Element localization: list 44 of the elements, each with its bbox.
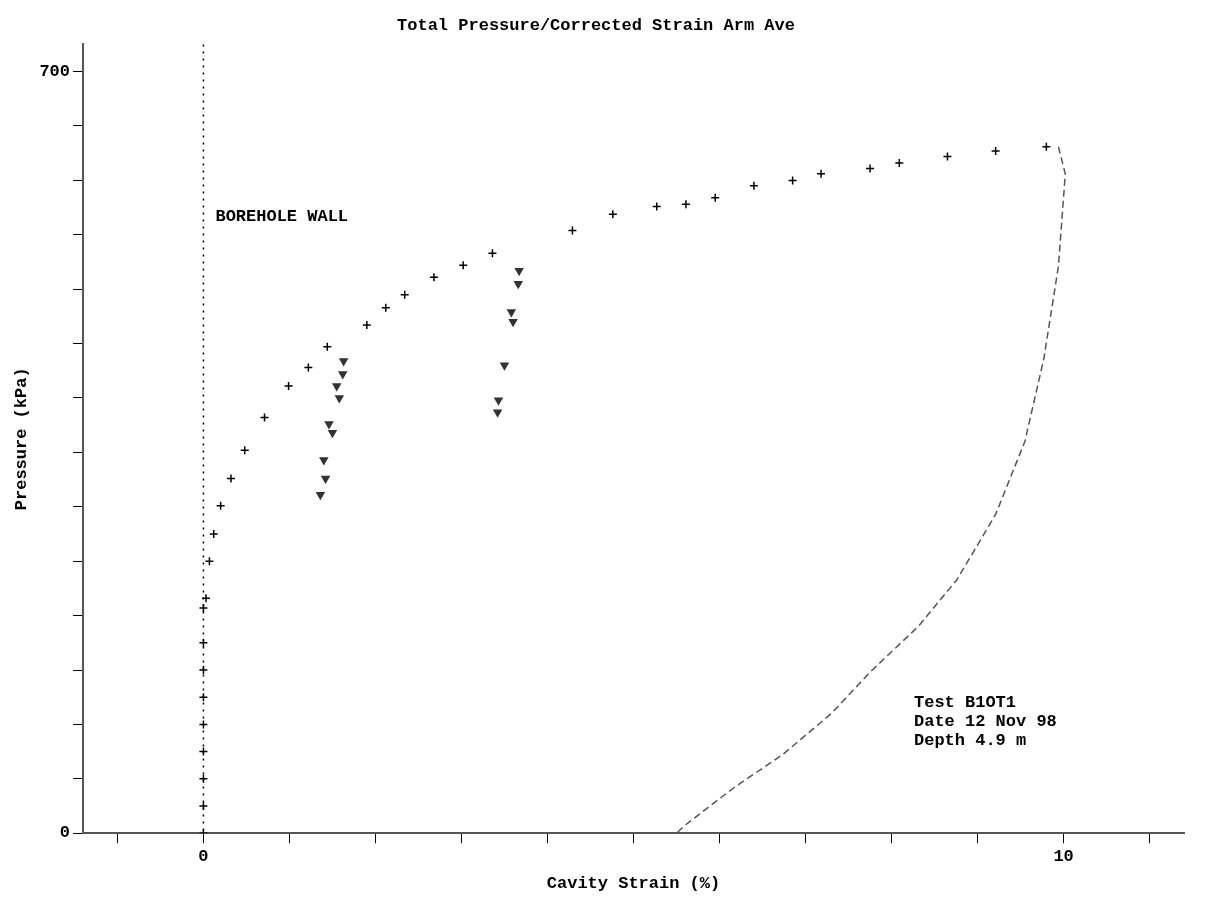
y-tick-label: 700	[39, 61, 70, 81]
point	[458, 260, 468, 271]
annotation: Date 12 Nov 98	[914, 712, 1057, 732]
point	[239, 445, 250, 455]
point	[507, 309, 516, 317]
point	[328, 430, 337, 438]
point	[321, 475, 330, 484]
x-axis-title: Cavity Strain (%)	[546, 874, 721, 894]
point	[493, 409, 502, 417]
point	[362, 320, 372, 330]
point	[324, 421, 334, 429]
point	[322, 342, 333, 352]
point	[508, 319, 518, 327]
point	[226, 473, 236, 484]
point	[209, 529, 219, 539]
point	[429, 272, 439, 282]
point	[865, 163, 875, 174]
point	[338, 371, 347, 379]
point	[335, 395, 344, 403]
point	[710, 193, 720, 203]
point	[319, 457, 329, 465]
point	[332, 383, 341, 391]
point	[681, 199, 691, 210]
y-axis-title: Pressure (kPa)	[12, 367, 32, 511]
ref-line-label: BOREHOLE WALL	[215, 206, 349, 226]
point	[514, 267, 524, 276]
annotation: Depth 4.9 m	[914, 731, 1027, 751]
point	[514, 281, 523, 289]
point	[316, 492, 325, 500]
point	[201, 593, 211, 603]
point	[283, 381, 294, 391]
point	[500, 362, 509, 371]
point	[494, 397, 503, 405]
point	[816, 169, 826, 179]
point	[339, 358, 348, 366]
point	[749, 181, 759, 191]
point	[204, 556, 215, 566]
point	[990, 146, 1001, 156]
point	[894, 158, 905, 168]
chart-title: Total Pressure/Corrected Strain Arm Ave	[397, 16, 795, 36]
point	[381, 302, 391, 313]
point	[608, 209, 618, 219]
annotation: Test B1OT1	[914, 693, 1017, 713]
x-tick-label: 10	[1053, 846, 1074, 866]
